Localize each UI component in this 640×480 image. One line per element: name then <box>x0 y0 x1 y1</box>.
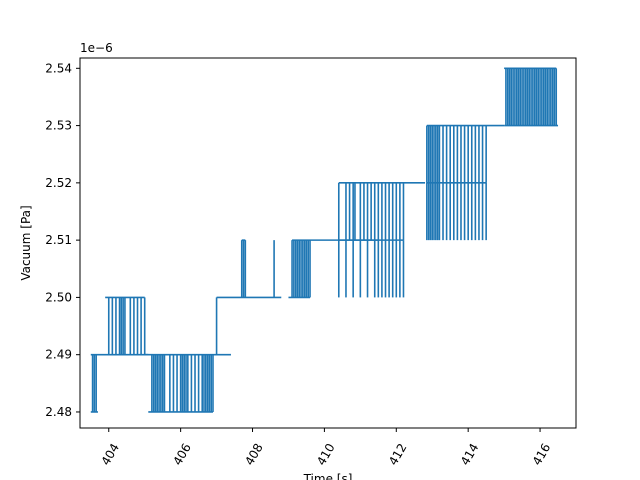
y-tick-label: 2.54 <box>45 61 72 75</box>
plot-area <box>90 67 559 413</box>
y-tick-label: 2.53 <box>45 119 72 133</box>
y-tick-label: 2.50 <box>45 290 72 304</box>
axes-frame <box>79 57 577 429</box>
y-tick-label: 2.48 <box>45 405 72 419</box>
y-scale-factor-label: 1e−6 <box>80 41 113 55</box>
y-tick-label: 2.51 <box>45 233 72 247</box>
y-axis: 2.48 2.49 2.50 2.51 2.52 2.53 2.54 <box>45 61 80 419</box>
y-tick-label: 2.52 <box>45 176 72 190</box>
y-axis-label: Vacuum [Pa] <box>19 205 33 280</box>
x-axis-label: Time [s] <box>303 472 353 480</box>
y-tick-label: 2.49 <box>45 348 72 362</box>
